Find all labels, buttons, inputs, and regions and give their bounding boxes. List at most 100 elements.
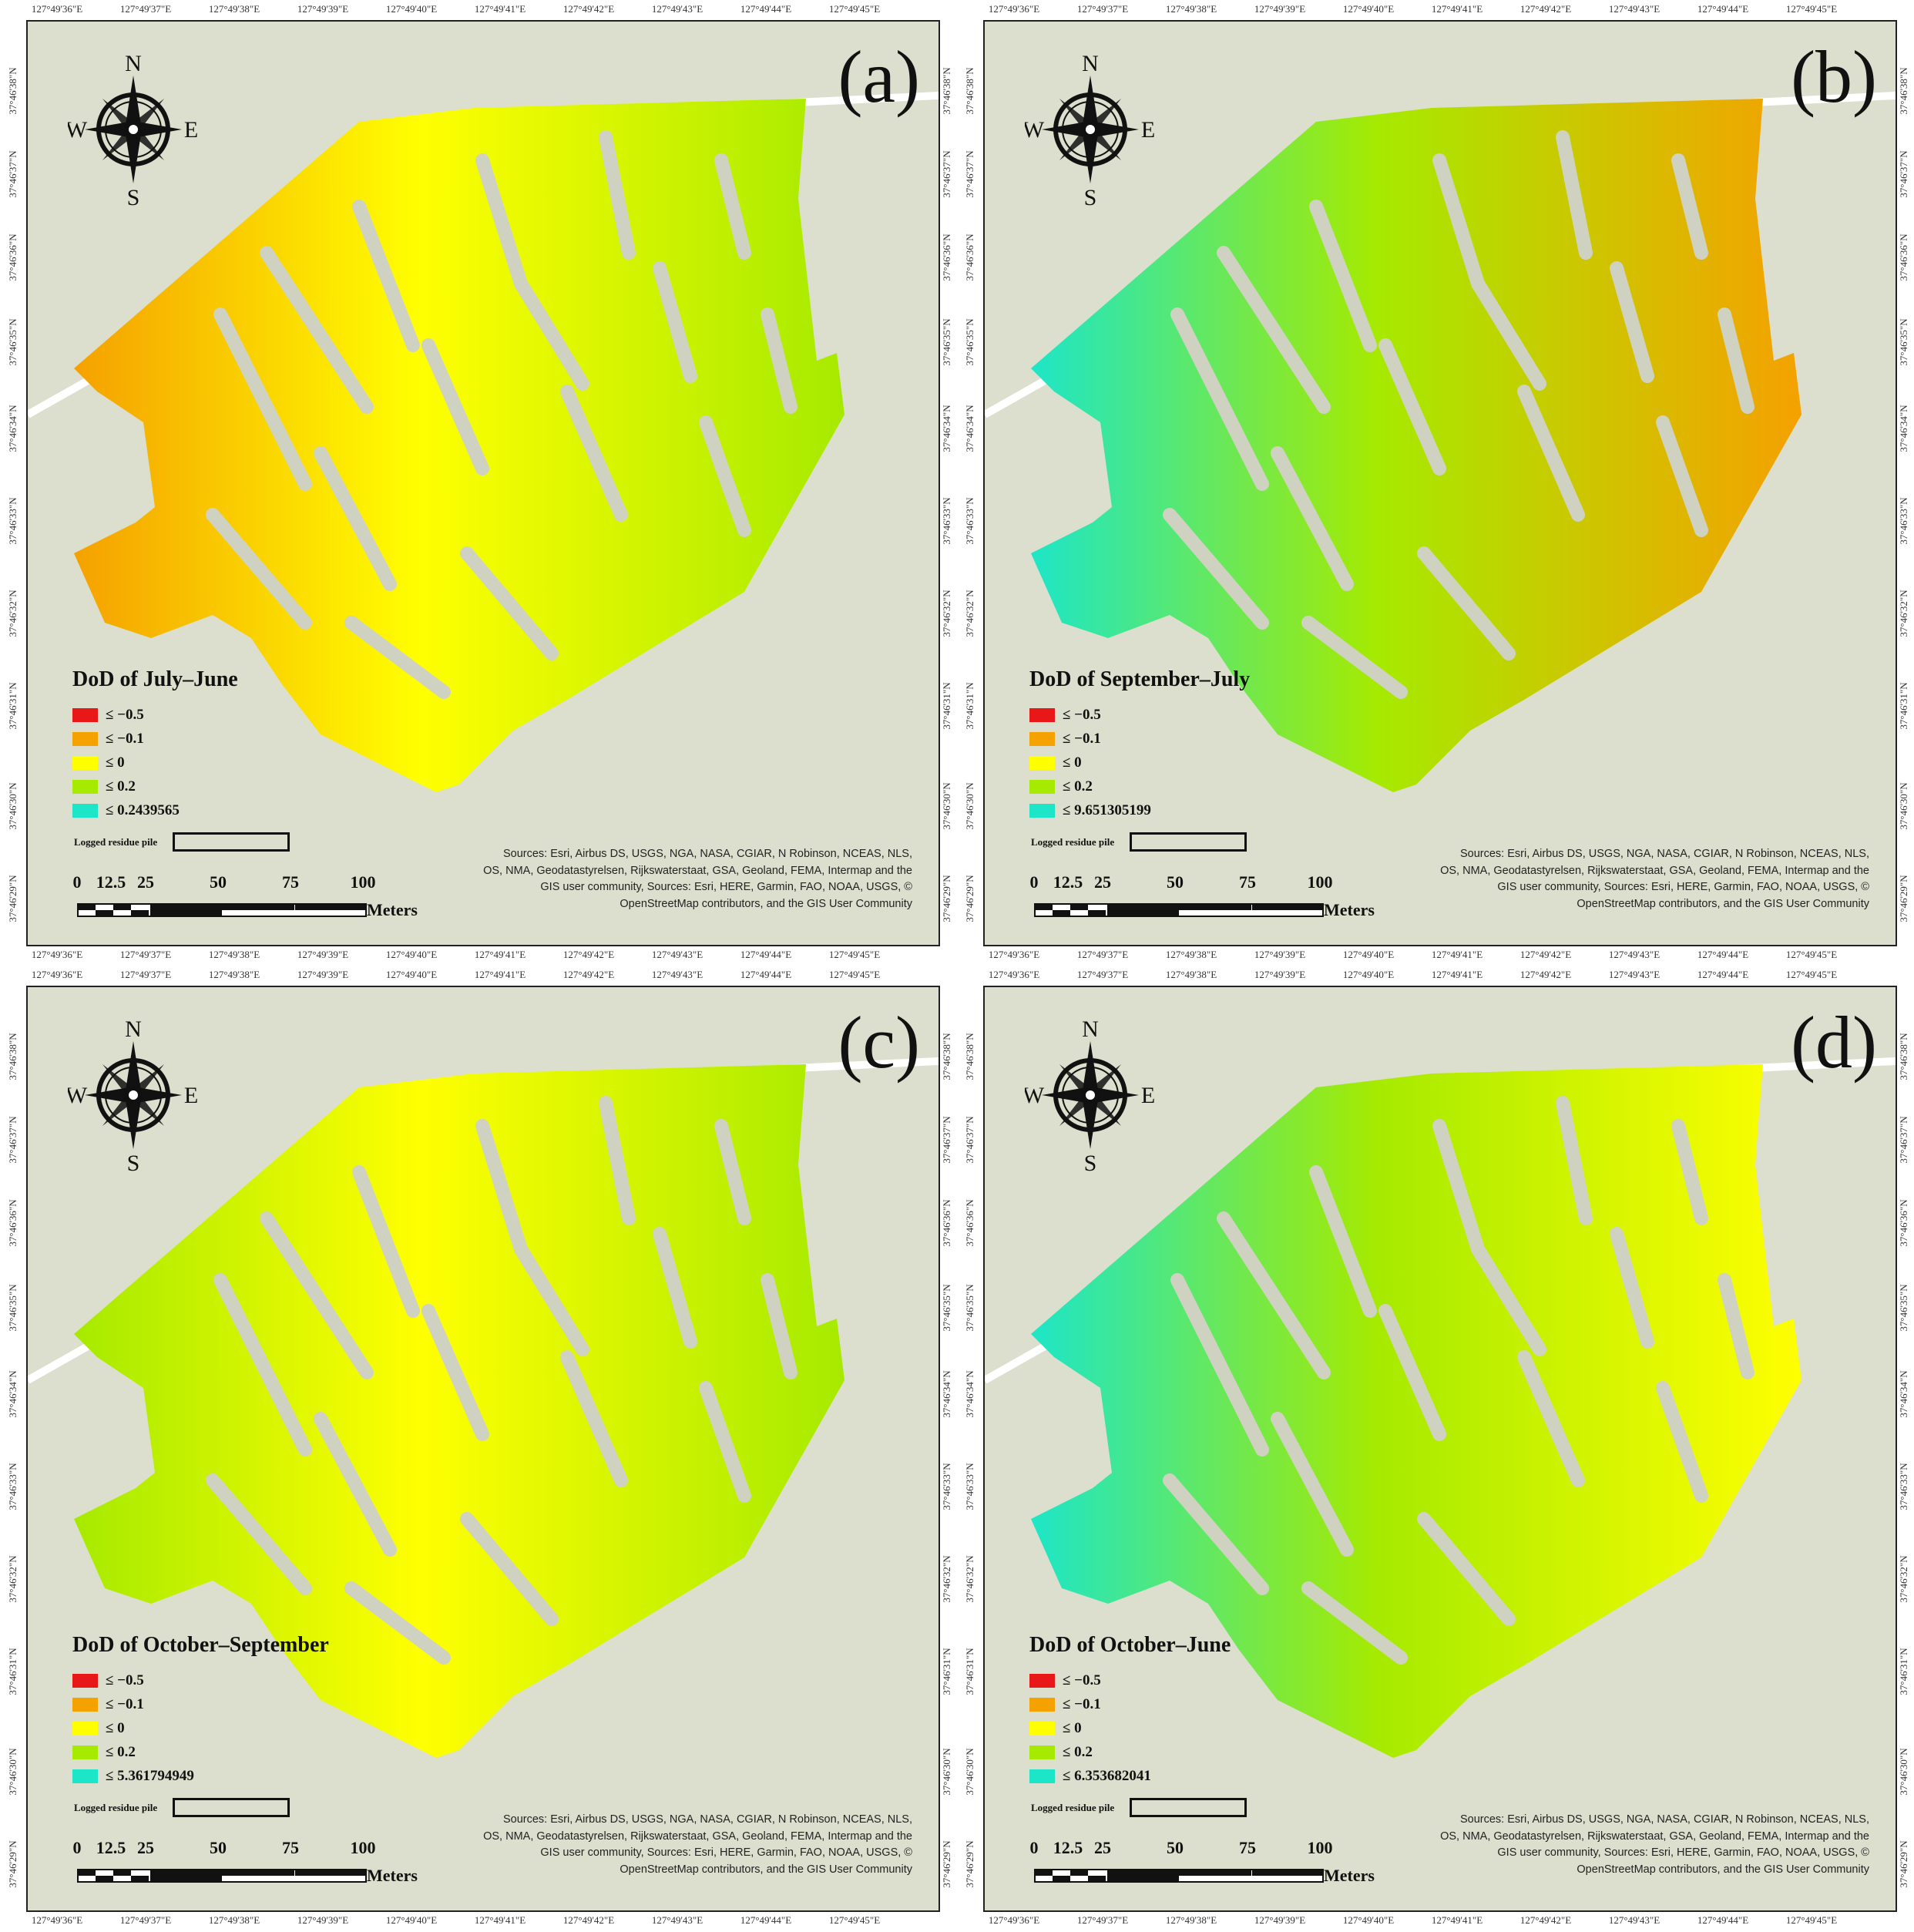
legend-item-label: ≤ 0.2 [106,1743,136,1760]
longitude-tick-label: 127°49'44"E [740,949,792,960]
residue-strip [1610,1227,1654,1349]
residue-strip [653,1227,697,1349]
latitude-tick-label: 37°46'37"N [7,1116,18,1164]
legend-item-label: ≤ 5.361794949 [106,1767,194,1784]
longitude-tick-label: 127°49'41"E [474,969,526,980]
longitude-tick-label: 127°49'41"E [474,3,526,15]
residue-pile-label: Logged residue pile [74,1801,158,1813]
map-panel: 127°49'36"E 127°49'36"E 127°49'37"E 127°49'… [957,966,1914,1931]
legend-title: DoD of September–July [1029,667,1251,691]
residue-strip [1217,246,1331,414]
longitude-tick-label: 127°49'43"E [1608,1914,1660,1926]
legend-swatch [1029,755,1055,770]
latitude-tick-label: 37°46'29"N [7,875,18,922]
longitude-tick-label: 127°49'43"E [1608,969,1660,980]
longitude-tick-label: 127°49'38"E [208,969,260,980]
legend-swatch [72,1745,98,1759]
residue-pile-legend: Logged residue pile [1031,1798,1247,1817]
latitude-tick-label: 37°46'30"N [7,782,18,830]
legend-item: ≤ −0.1 [72,1692,329,1716]
compass-direction-label: E [184,117,198,143]
latitude-tick-label: 37°46'38"N [964,1033,975,1080]
legend-item-label: ≤ −0.5 [1063,706,1101,723]
residue-strip [1271,1412,1354,1557]
scale-units-label: Meters [367,1866,418,1885]
residue-strip [714,153,751,260]
residue-strip [699,1381,751,1503]
longitude-tick-label: 127°49'43"E [1608,949,1660,960]
dod-raster-map [985,1057,1896,1758]
map-frame: (b) N S E W DoD of September–July ≤ −0.5 ≤ −0.1… [983,20,1897,946]
attribution-text: Sources: Esri, Airbus DS, USGS, NGA, NAS… [483,1813,912,1876]
longitude-tick-label: 127°49'39"E [1254,1914,1306,1926]
residue-strip [599,1096,636,1225]
residue-strip [352,200,420,352]
legend-item: ≤ −0.5 [1029,703,1250,727]
residue-strip [714,1119,751,1225]
residue-strip [460,546,559,660]
latitude-tick-label: 37°46'35"N [941,1284,952,1332]
residue-strip [1556,1096,1593,1225]
compass-direction-label: S [1084,185,1097,208]
longitude-tick-label: 127°49'37"E [119,1914,172,1926]
legend-swatch [72,731,98,746]
latitude-tick-label: 37°46'33"N [941,1463,952,1510]
residue-pile-legend: Logged residue pile [74,1798,290,1817]
map-frame: (d) N S E W DoD of October–June ≤ −0.5 ≤ −0.1 ≤ … [983,986,1897,1912]
residue-strip [1517,385,1585,522]
longitude-tick-label: 127°49'40"E [1342,969,1395,980]
legend-item-label: ≤ 6.353682041 [1063,1767,1151,1784]
latitude-tick-label: 37°46'38"N [1898,67,1909,115]
latitude-tick-label: 37°46'36"N [7,1199,18,1247]
legend-item-label: ≤ −0.1 [1063,730,1101,747]
longitude-tick-label: 127°49'39"E [1254,969,1306,980]
latitude-tick-label: 37°46'37"N [941,1116,952,1164]
north-arrow-icon: N S E W [1022,51,1156,210]
legend-item: ≤ 6.353682041 [1029,1764,1231,1788]
longitude-tick-label: 127°49'45"E [1785,949,1838,960]
legend-swatch [1029,1769,1055,1783]
compass-direction-label: N [125,54,142,76]
longitude-tick-label: 127°49'45"E [828,969,881,980]
scale-bar-graphic [77,903,367,917]
dod-raster-area [1031,99,1802,792]
latitude-tick-label: 37°46'32"N [7,1555,18,1603]
dod-raster-area [74,99,845,792]
residue-pile-symbol [173,832,290,852]
latitude-tick-label: 37°46'37"N [1898,150,1909,198]
scale-tick-label: 100 [1307,872,1333,892]
longitude-tick-label: 127°49'40"E [1342,1914,1395,1926]
legend-item: ≤ −0.1 [72,727,238,751]
legend-item-label: ≤ −0.1 [106,1695,144,1712]
latitude-tick-label: 37°46'37"N [964,1116,975,1164]
dod-raster-area [74,1064,845,1758]
residue-strip [475,1119,528,1256]
latitude-tick-label: 37°46'31"N [964,1648,975,1695]
scale-bar-graphic [1034,903,1324,917]
longitude-tick-label: 127°49'36"E [31,1914,83,1926]
residue-strip [260,246,374,414]
longitude-tick-label: 127°49'44"E [1697,969,1749,980]
scale-tick-label: 75 [1239,1838,1256,1857]
legend-item: ≤ 5.361794949 [72,1764,329,1788]
legend-swatch [72,779,98,794]
latitude-tick-label: 37°46'38"N [964,67,975,115]
latitude-tick-label: 37°46'30"N [964,782,975,830]
legend-item: ≤ −0.1 [1029,727,1250,751]
longitude-tick-label: 127°49'40"E [1342,949,1395,960]
latitude-tick-label: 37°46'33"N [941,497,952,545]
longitude-tick-label: 127°49'43"E [651,969,703,980]
scale-tick-label: 50 [1167,872,1184,892]
scale-tick-label: 12.5 [1053,872,1083,892]
scale-bar: 0 12.5 25 50 75 100 Meters [72,872,442,926]
longitude-tick-label: 127°49'42"E [1519,1914,1572,1926]
scale-tick-label: 12.5 [96,872,126,892]
latitude-tick-label: 37°46'38"N [7,1033,18,1080]
longitude-tick-label: 127°49'39"E [297,3,349,15]
longitude-tick-label: 127°49'40"E [385,949,438,960]
longitude-tick-label: 127°49'42"E [1519,969,1572,980]
residue-pile-label: Logged residue pile [74,835,158,848]
residue-strip [1656,415,1708,537]
scale-units-label: Meters [367,900,418,919]
legend-swatch [72,755,98,770]
